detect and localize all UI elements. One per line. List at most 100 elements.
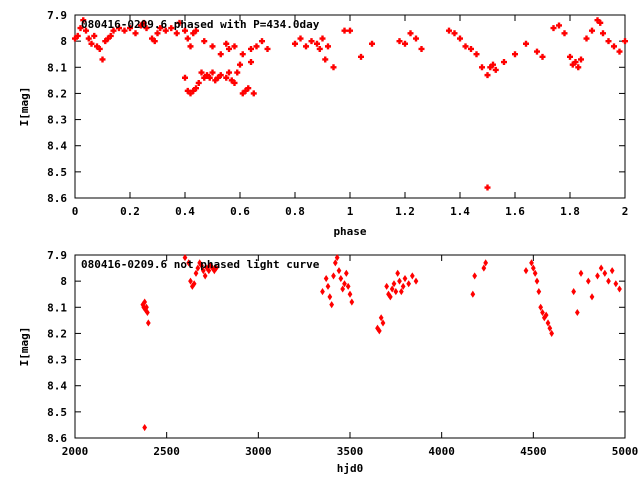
phased-data-point: [512, 51, 518, 58]
phased-data-point: [116, 25, 122, 32]
phased-data-point: [369, 40, 375, 47]
phased-plot-frame: [74, 14, 626, 199]
unphased-y-tick-label: 8.4: [47, 380, 67, 393]
phased-data-point: [217, 51, 224, 58]
phased-data-point: [358, 53, 364, 60]
phased-y-tick-label: 8.3: [47, 114, 67, 127]
unphased-data-point: [142, 424, 148, 432]
phased-data-point: [319, 35, 326, 42]
unphased-data-point: [380, 319, 386, 327]
unphased-data-point: [598, 264, 604, 272]
phased-data-point: [157, 25, 164, 32]
unphased-data-point: [547, 324, 553, 332]
phased-x-tick-label: 1.8: [560, 205, 580, 218]
phased-data-point: [567, 53, 573, 60]
phased-data-point: [292, 40, 298, 47]
unphased-data-point: [549, 329, 555, 337]
unphased-data-point: [378, 314, 384, 322]
phased-data-point: [561, 30, 568, 37]
phased-data-point: [143, 25, 150, 32]
unphased-y-axis-label: I[mag]: [18, 327, 31, 367]
phased-data-point: [550, 25, 557, 32]
phased-data-point: [250, 90, 257, 97]
phased-data-point: [223, 74, 230, 81]
unphased-x-tick-label: 3500: [337, 445, 364, 458]
unphased-x-tick-label: 2500: [153, 445, 180, 458]
unphased-data-point: [331, 272, 336, 280]
phased-data-point: [457, 35, 463, 42]
unphased-data-point: [195, 264, 201, 272]
unphased-data-point: [578, 269, 584, 277]
unphased-data-point: [144, 303, 149, 311]
phased-data-point: [226, 45, 232, 52]
phased-data-point: [187, 43, 194, 50]
unphased-data-point: [145, 308, 150, 317]
phased-data-point: [501, 59, 507, 66]
phased-data-point: [231, 79, 238, 86]
unphased-data-point: [342, 280, 347, 288]
phased-data-point: [245, 85, 252, 92]
phased-data-point: [473, 51, 480, 58]
unphased-data-point: [391, 280, 397, 288]
unphased-data-point: [540, 308, 545, 317]
unphased-data-point: [609, 267, 615, 275]
unphased-data-point: [398, 288, 404, 296]
unphased-data-point: [472, 272, 478, 280]
unphased-x-tick-label: 4000: [428, 445, 455, 458]
phased-data-point: [85, 35, 92, 42]
unphased-data-point: [213, 264, 219, 272]
phased-data-point: [259, 38, 265, 45]
phased-data-point: [413, 35, 419, 42]
phased-data-point: [468, 45, 474, 52]
unphased-y-tick-label: 8.2: [47, 327, 67, 340]
unphased-data-point: [397, 277, 402, 285]
phased-chart-title: 080416-0209.6 phased with P=434.0day: [81, 18, 320, 31]
phased-x-tick-label: 0.2: [120, 205, 140, 218]
phased-data-point: [99, 56, 106, 63]
phased-data-point: [347, 27, 353, 34]
phased-data-point: [239, 51, 246, 58]
phased-data-point: [575, 64, 582, 71]
unphased-data-point: [470, 290, 476, 298]
phased-x-tick-label: 2: [622, 205, 629, 218]
phased-data-point: [162, 27, 169, 34]
phased-data-point: [611, 43, 617, 50]
phased-data-point: [556, 22, 562, 29]
unphased-data-point: [606, 277, 611, 285]
unphased-data-point: [406, 280, 412, 288]
unphased-data-point: [142, 298, 148, 306]
unphased-data-point: [327, 293, 333, 301]
phased-x-tick-label: 1.6: [505, 205, 525, 218]
phased-data-point: [182, 74, 188, 81]
unphased-data-point: [345, 282, 351, 290]
unphased-data-point: [613, 280, 619, 288]
phased-light-curve-panel: 0 0.2 0.4 0.6 0.8 1 1.2 1.4 1.6 1.8 2 7.9 8 8.1 8.2 8.3…: [18, 9, 628, 238]
phased-data-point: [151, 38, 158, 45]
unphased-x-tick-label: 5000: [612, 445, 639, 458]
phased-data-point: [330, 64, 337, 71]
unphased-data-point: [395, 269, 401, 277]
phased-data-point: [341, 27, 348, 34]
unphased-data-point: [145, 319, 151, 327]
phased-data-point: [74, 32, 81, 39]
unphased-data-point: [389, 285, 395, 293]
phased-data-point: [198, 69, 205, 76]
unphased-chart-title: 080416-0209.6 not phased light curve: [81, 258, 320, 271]
unphased-data-point: [534, 277, 540, 285]
phased-x-tick-label: 1: [347, 205, 354, 218]
unphased-x-axis-label: hjd0: [337, 462, 364, 475]
phased-data-point: [127, 25, 133, 32]
phased-data-point: [195, 79, 202, 86]
unphased-x-tick-label: 4500: [520, 445, 547, 458]
phased-data-point: [597, 19, 604, 26]
phased-data-point: [91, 32, 98, 39]
phased-y-tick-label: 8.6: [47, 192, 67, 205]
unphased-data-point: [523, 267, 529, 275]
unphased-y-tick-label: 7.9: [47, 249, 67, 262]
phased-data-point: [490, 61, 496, 68]
phased-data-point: [209, 43, 216, 50]
phased-data-point: [446, 27, 452, 34]
phased-data-point: [462, 43, 469, 50]
phased-data-point: [572, 59, 579, 66]
phased-x-tick-label: 1.4: [450, 205, 470, 218]
